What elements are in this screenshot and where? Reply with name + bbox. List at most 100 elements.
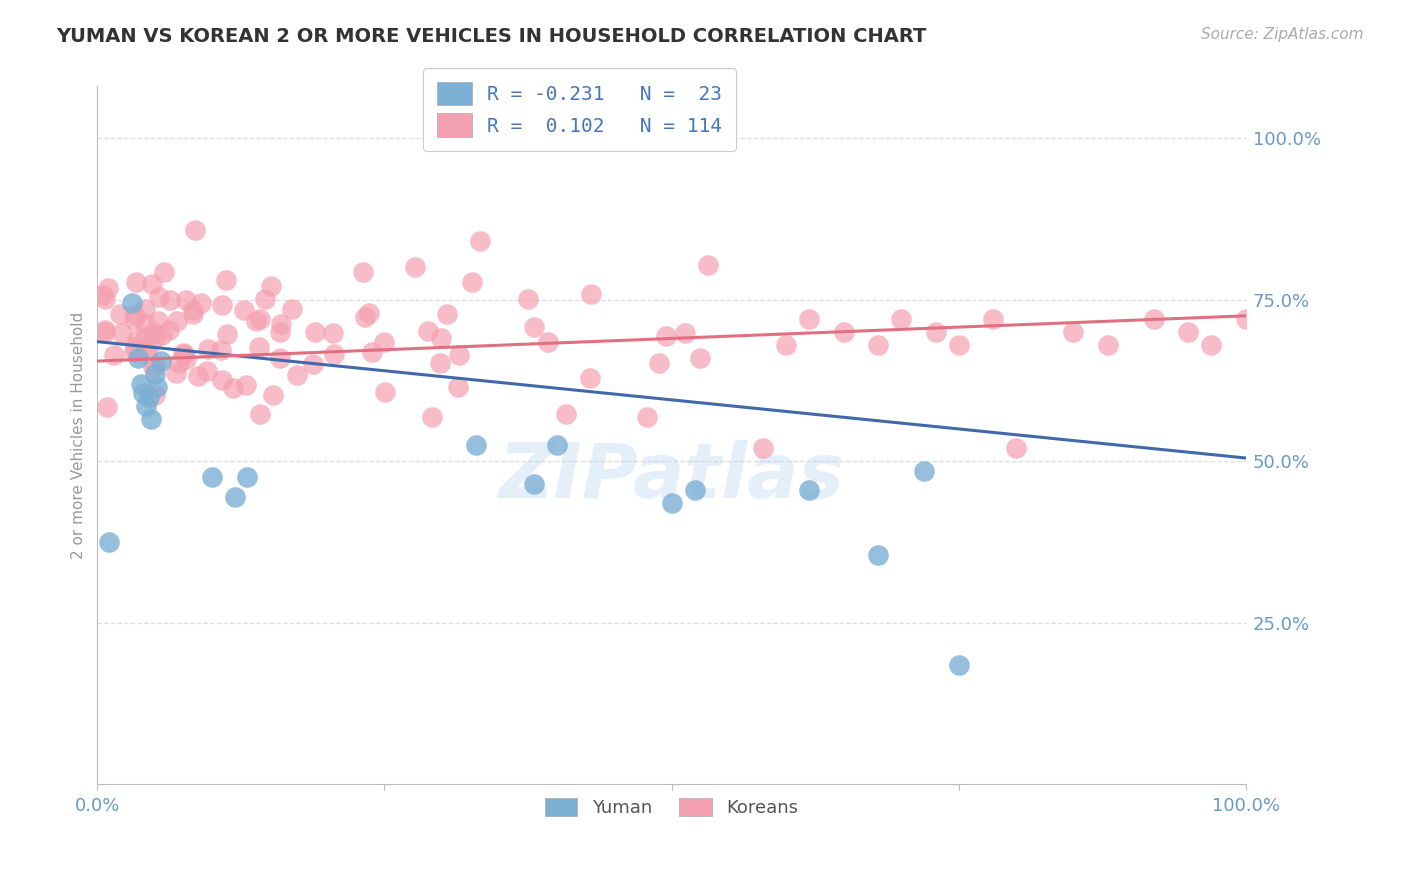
Point (536, 335, 558, 350)
Point (673, 326, 696, 340)
Point (103, 348, 125, 362)
Point (146, 380, 169, 394)
Point (138, 390, 160, 404)
Point (141, 412, 163, 426)
Point (143, 367, 166, 381)
Point (581, 286, 603, 301)
Point (215, 273, 238, 287)
Point (166, 314, 188, 328)
Point (270, 317, 292, 331)
Point (159, 293, 181, 308)
Point (111, 326, 134, 340)
Point (124, 313, 146, 327)
Point (465, 438, 488, 452)
Point (124, 340, 146, 354)
Point (215, 327, 238, 342)
Point (373, 335, 395, 350)
Point (648, 356, 671, 370)
Point (262, 388, 284, 402)
Point (97, 281, 120, 295)
Point (353, 310, 375, 324)
Point (96, 401, 118, 415)
Point (697, 258, 720, 272)
Point (211, 373, 233, 387)
Point (890, 312, 912, 326)
Point (775, 338, 797, 352)
Point (661, 496, 683, 510)
Point (1063, 325, 1085, 339)
Point (281, 302, 304, 317)
Point (260, 279, 283, 293)
Point (152, 328, 174, 343)
Point (361, 345, 384, 359)
Text: YUMAN VS KOREAN 2 OR MORE VEHICLES IN HOUSEHOLD CORRELATION CHART: YUMAN VS KOREAN 2 OR MORE VEHICLES IN HO… (56, 27, 927, 45)
Point (134, 316, 156, 330)
Point (689, 351, 711, 366)
Point (301, 357, 323, 371)
Point (249, 407, 271, 421)
Point (129, 376, 152, 391)
Point (135, 346, 157, 360)
Point (184, 223, 207, 237)
Point (235, 378, 257, 392)
Point (654, 328, 676, 343)
Point (546, 438, 568, 452)
Point (924, 325, 946, 339)
Point (1201, 338, 1223, 352)
Point (197, 342, 219, 356)
Point (187, 369, 209, 384)
Point (359, 306, 381, 320)
Point (127, 351, 149, 365)
Point (430, 331, 453, 345)
Point (247, 340, 270, 354)
Point (136, 343, 159, 358)
Point (181, 302, 204, 317)
Point (447, 380, 470, 394)
Point (224, 490, 246, 504)
Point (523, 320, 546, 334)
Point (752, 442, 775, 456)
Point (253, 292, 276, 306)
Point (142, 360, 165, 375)
Point (143, 388, 166, 402)
Point (174, 293, 197, 307)
Point (868, 338, 890, 352)
Point (110, 307, 132, 321)
Point (134, 330, 156, 344)
Point (322, 326, 344, 340)
Point (416, 324, 439, 338)
Point (404, 260, 426, 274)
Text: Source: ZipAtlas.com: Source: ZipAtlas.com (1201, 27, 1364, 42)
Point (149, 354, 172, 368)
Point (143, 359, 166, 373)
Point (249, 311, 271, 326)
Point (135, 400, 157, 414)
Point (146, 314, 169, 328)
Point (172, 346, 194, 360)
Point (420, 409, 443, 424)
Point (1177, 325, 1199, 339)
Point (201, 470, 224, 484)
Point (211, 298, 233, 312)
Point (523, 476, 546, 491)
Point (449, 348, 471, 362)
Point (94, 326, 117, 340)
Point (221, 381, 243, 395)
Point (148, 290, 170, 304)
Point (195, 364, 218, 378)
Point (134, 302, 156, 317)
Point (304, 326, 326, 340)
Point (912, 464, 935, 478)
Point (461, 276, 484, 290)
Point (121, 296, 143, 310)
Point (127, 333, 149, 347)
Point (636, 409, 658, 424)
Point (153, 265, 176, 279)
Point (235, 470, 257, 484)
Point (269, 325, 291, 339)
Point (555, 407, 578, 421)
Point (174, 352, 197, 367)
Point (1143, 312, 1166, 326)
Point (167, 356, 190, 370)
Point (132, 386, 155, 401)
